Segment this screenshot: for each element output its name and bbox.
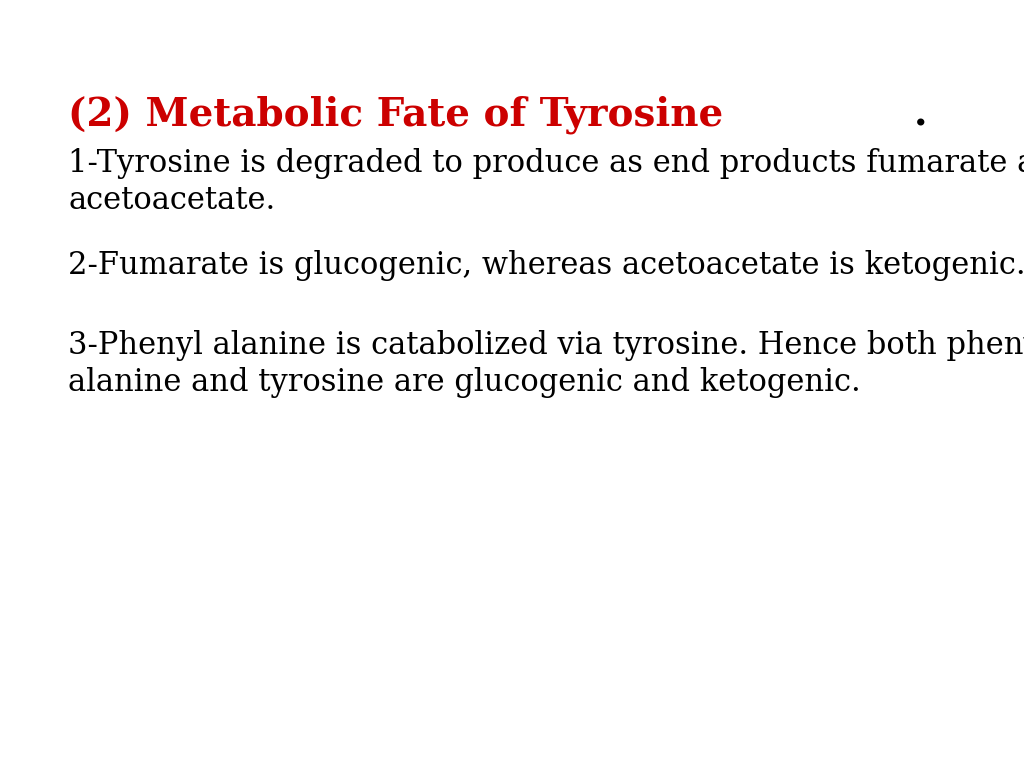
Text: 2-Fumarate is glucogenic, whereas acetoacetate is ketogenic.: 2-Fumarate is glucogenic, whereas acetoa… — [68, 250, 1024, 281]
Text: alanine and tyrosine are glucogenic and ketogenic.: alanine and tyrosine are glucogenic and … — [68, 367, 861, 398]
Text: 1-Tyrosine is degraded to produce as end products fumarate and: 1-Tyrosine is degraded to produce as end… — [68, 148, 1024, 179]
Text: 3-Phenyl alanine is catabolized via tyrosine. Hence both phenyl: 3-Phenyl alanine is catabolized via tyro… — [68, 330, 1024, 361]
Text: (2) Metabolic Fate of Tyrosine: (2) Metabolic Fate of Tyrosine — [68, 95, 723, 134]
Text: .: . — [913, 95, 927, 133]
Text: acetoacetate.: acetoacetate. — [68, 185, 275, 216]
